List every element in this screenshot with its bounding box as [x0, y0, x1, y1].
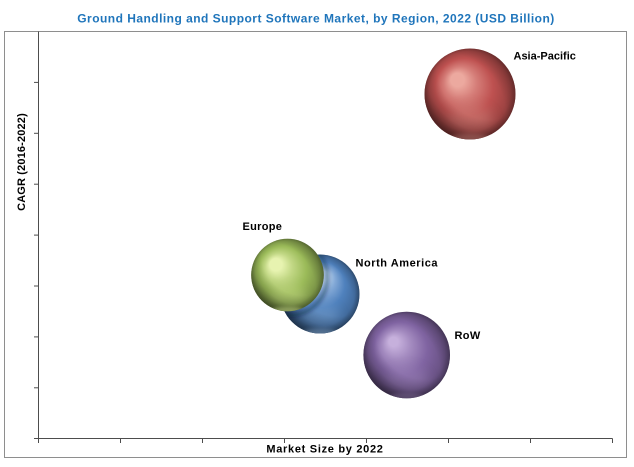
- svg-text:North America: North America: [356, 258, 439, 270]
- svg-text:Asia-Pacific: Asia-Pacific: [514, 51, 576, 63]
- svg-text:Market Size by 2022: Market Size by 2022: [266, 444, 383, 456]
- svg-text:RoW: RoW: [455, 330, 481, 342]
- svg-text:CAGR (2016-2022): CAGR (2016-2022): [16, 113, 28, 211]
- svg-text:Europe: Europe: [243, 221, 283, 233]
- svg-text:Ground Handling and Support So: Ground Handling and Support Software Mar…: [77, 12, 554, 26]
